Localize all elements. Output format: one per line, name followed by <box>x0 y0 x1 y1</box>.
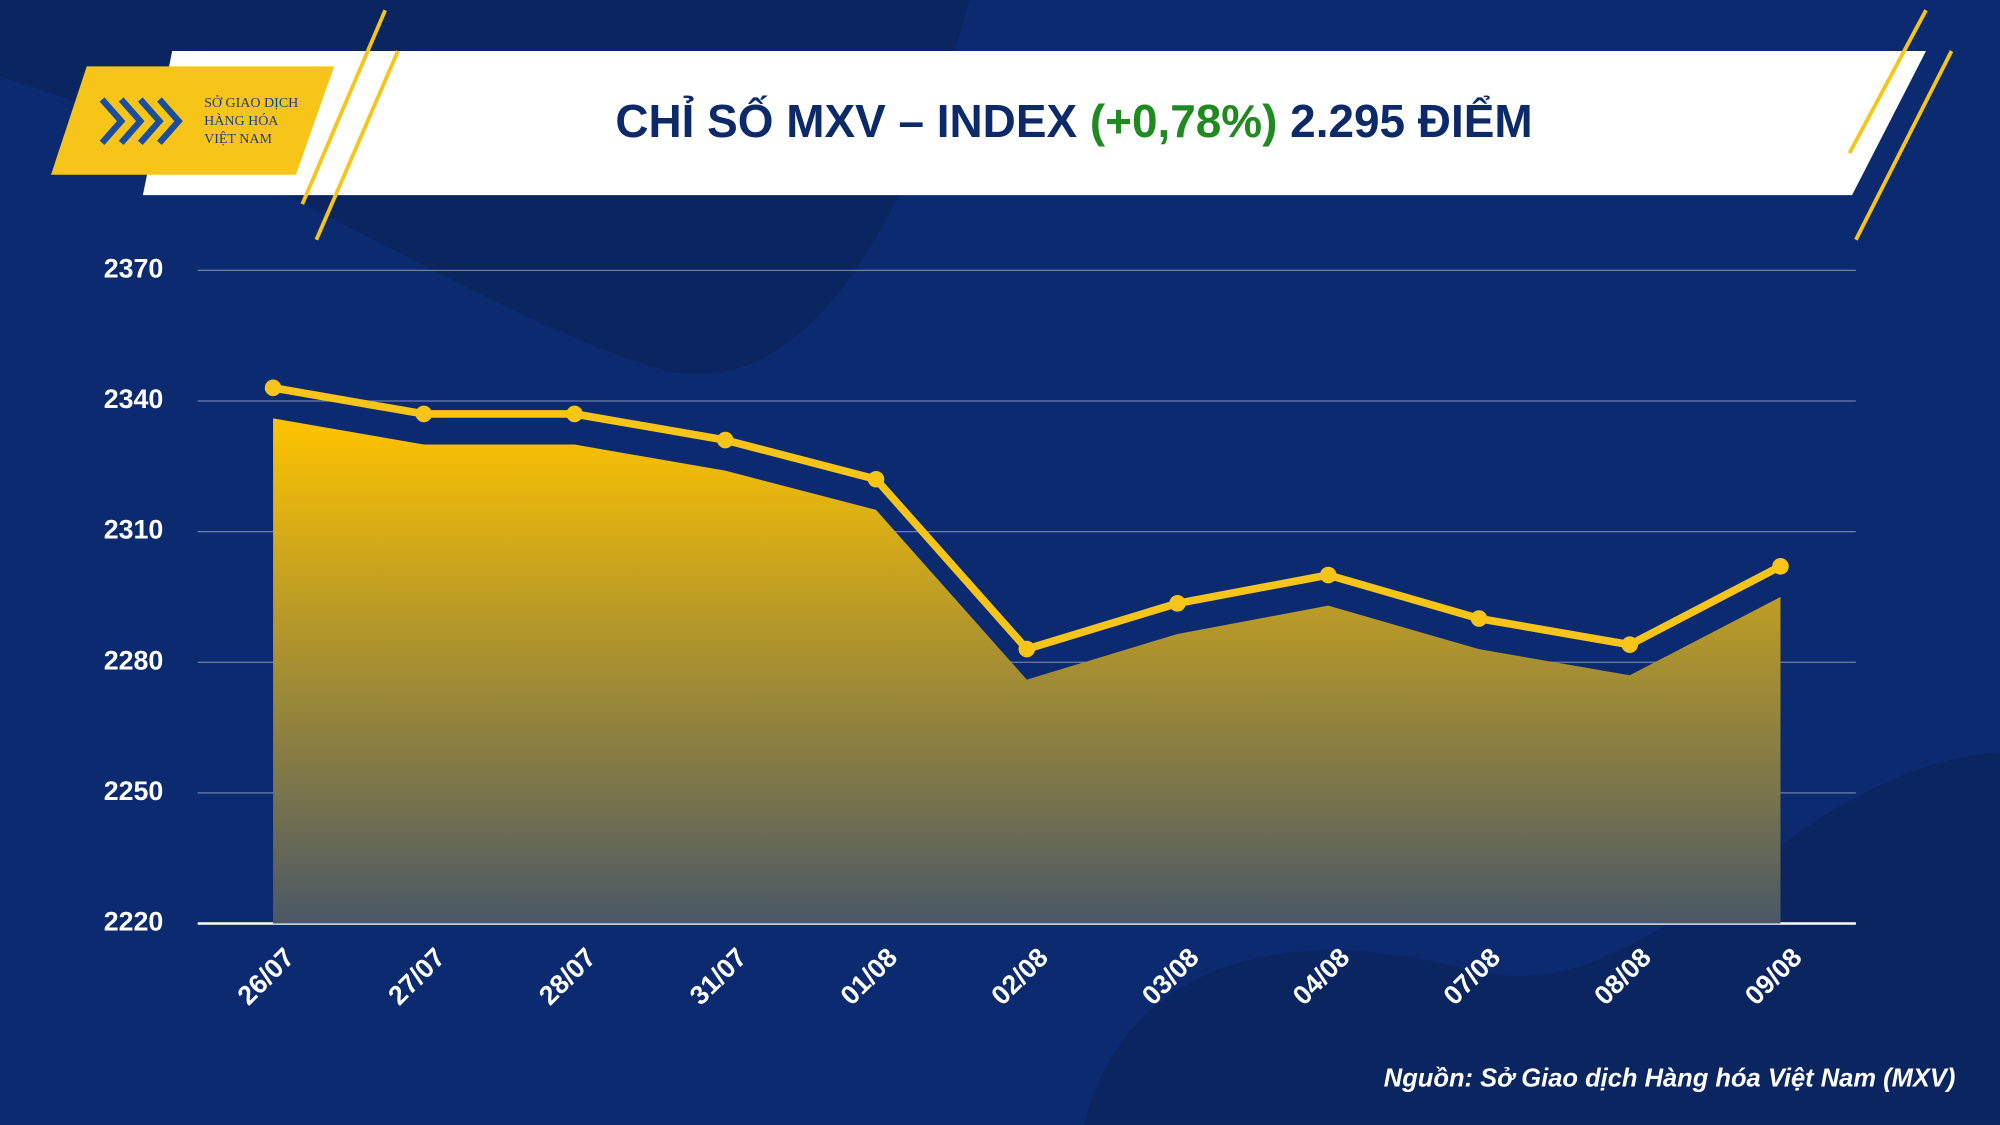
logo-box <box>51 66 335 175</box>
y-tick-label: 2250 <box>104 776 164 806</box>
y-tick-label: 2220 <box>104 907 164 937</box>
deco-line <box>1854 50 1954 241</box>
source-note: Nguồn: Sở Giao dịch Hàng hóa Việt Nam (M… <box>1384 1065 1956 1093</box>
deco-line <box>314 50 400 241</box>
area <box>273 418 1781 924</box>
point <box>717 431 734 449</box>
y-tick-label: 2310 <box>104 515 164 545</box>
point <box>1169 595 1186 612</box>
title-banner <box>142 51 1927 196</box>
y-tick-label: 2370 <box>104 253 164 283</box>
title-part: CHỈ SỐ MXV – INDEX <box>615 95 1077 147</box>
chart-title: CHỈ SỐ MXV – INDEX (+0,78%) 2.295 ĐIỂM <box>615 95 1532 147</box>
point <box>1319 566 1337 584</box>
y-tick-label: 2280 <box>104 645 164 675</box>
deco-line <box>1847 9 1928 154</box>
point <box>566 405 583 423</box>
title-part: 2.295 ĐIỂM <box>1290 95 1532 147</box>
point <box>1018 640 1036 658</box>
logo-text: HÀNG HÓA <box>204 112 279 129</box>
title-change: (+0,78%) <box>1090 95 1278 147</box>
point <box>867 470 885 488</box>
point <box>264 379 282 397</box>
deco-line <box>300 9 387 205</box>
point <box>1621 636 1639 653</box>
logo-text: SỞ GIAO DỊCH <box>204 94 298 111</box>
logo-text: VIỆT NAM <box>204 130 272 147</box>
logo-mark <box>99 97 183 145</box>
y-tick-label: 2340 <box>104 384 164 414</box>
point <box>415 405 433 423</box>
point <box>1470 610 1488 627</box>
bg-blob <box>1084 752 2000 1125</box>
point <box>1772 558 1789 575</box>
